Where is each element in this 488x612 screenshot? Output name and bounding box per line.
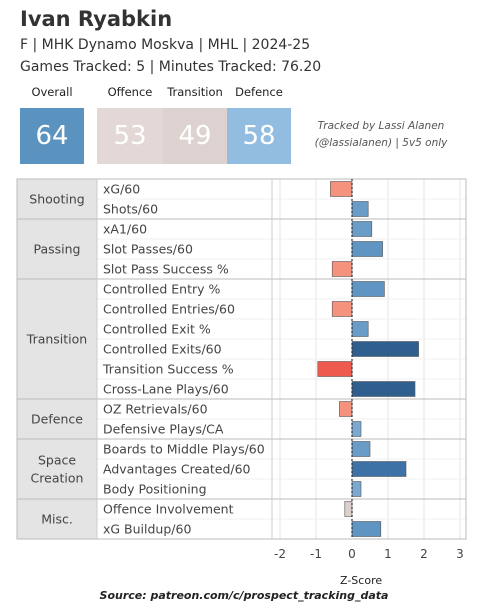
- zscore-bar: [351, 341, 419, 357]
- metric-label: Cross-Lane Plays/60: [103, 382, 229, 397]
- player-info-line: F | MHK Dynamo Moskva | MHL | 2024-25: [20, 37, 311, 53]
- zscore-bar: [351, 441, 371, 457]
- overall-score-box: 64: [20, 108, 84, 164]
- zscore-bar: [351, 201, 369, 217]
- x-tick-label: -2: [274, 547, 286, 561]
- zscore-bar: [351, 421, 362, 437]
- metric-label: xG Buildup/60: [103, 522, 191, 537]
- metric-label: Body Positioning: [103, 482, 207, 497]
- metric-label: Shots/60: [103, 202, 158, 217]
- metric-label: Defensive Plays/CA: [103, 422, 224, 437]
- metric-label: Advantages Created/60: [103, 462, 251, 477]
- metric-label: Slot Pass Success %: [103, 262, 229, 277]
- overall-score-label: Overall: [31, 85, 73, 99]
- zscore-bar: [339, 401, 353, 417]
- metric-label: xG/60: [103, 182, 140, 197]
- zscore-bar: [351, 481, 362, 497]
- group-label: Transition: [26, 332, 87, 347]
- x-tick-label: 2: [420, 547, 428, 561]
- source-credit: Source: patreon.com/c/prospect_tracking_…: [99, 589, 389, 602]
- x-tick-label: 1: [384, 547, 392, 561]
- group-label-column: [17, 179, 97, 539]
- zscore-bar: [351, 521, 382, 537]
- tracking-info-line: Games Tracked: 5 | Minutes Tracked: 76.2…: [20, 59, 322, 75]
- group-label: Passing: [34, 242, 81, 257]
- metric-label: Controlled Entry %: [103, 282, 220, 297]
- x-tick-label: 3: [456, 547, 464, 561]
- zscore-bar: [351, 461, 407, 477]
- zscore-bar: [351, 281, 385, 297]
- defence-score-box: 58: [227, 108, 291, 164]
- zscore-bar: [330, 181, 353, 197]
- zscore-bar: [317, 361, 353, 377]
- metric-label: Controlled Exit %: [103, 322, 211, 337]
- x-tick-label: 0: [348, 547, 356, 561]
- x-tick-label: -1: [310, 547, 322, 561]
- group-label: Space: [38, 453, 76, 468]
- transition-score-label: Transition: [167, 85, 223, 99]
- offence-score-label: Offence: [107, 85, 153, 99]
- zscore-bar: [351, 241, 383, 257]
- group-label: Misc.: [41, 512, 73, 527]
- group-label: Creation: [31, 471, 84, 486]
- zscore-bar: [351, 381, 416, 397]
- defence-score-label: Defence: [235, 85, 283, 99]
- zscore-bar: [351, 221, 373, 237]
- metric-label: Offence Involvement: [103, 502, 234, 517]
- metric-label: Controlled Exits/60: [103, 342, 222, 357]
- tracking-credit: Tracked by Lassi Alanen (@lassialanen) |…: [306, 118, 456, 152]
- tracking-credit-line2: (@lassialanen) | 5v5 only: [314, 137, 448, 149]
- zscore-bar: [331, 261, 353, 277]
- zscore-bar: [351, 321, 369, 337]
- zscore-bar: [331, 301, 353, 317]
- player-name: Ivan Ryabkin: [20, 7, 173, 31]
- metric-label: xA1/60: [103, 222, 147, 237]
- chart-frame: [16, 178, 467, 540]
- x-axis-title: Z-Score: [340, 574, 383, 587]
- metric-label: Boards to Middle Plays/60: [103, 442, 265, 457]
- offence-score-box: 53: [97, 108, 163, 164]
- metric-label: Slot Passes/60: [103, 242, 193, 257]
- tracking-credit-line1: Tracked by Lassi Alanen: [317, 120, 445, 132]
- zscore-bar: [344, 501, 353, 517]
- metric-label: OZ Retrievals/60: [103, 402, 208, 417]
- metric-label: Transition Success %: [102, 362, 234, 377]
- metric-label: Controlled Entries/60: [103, 302, 235, 317]
- group-label: Defence: [31, 412, 83, 427]
- transition-score-box: 49: [163, 108, 227, 164]
- group-label: Shooting: [29, 192, 84, 207]
